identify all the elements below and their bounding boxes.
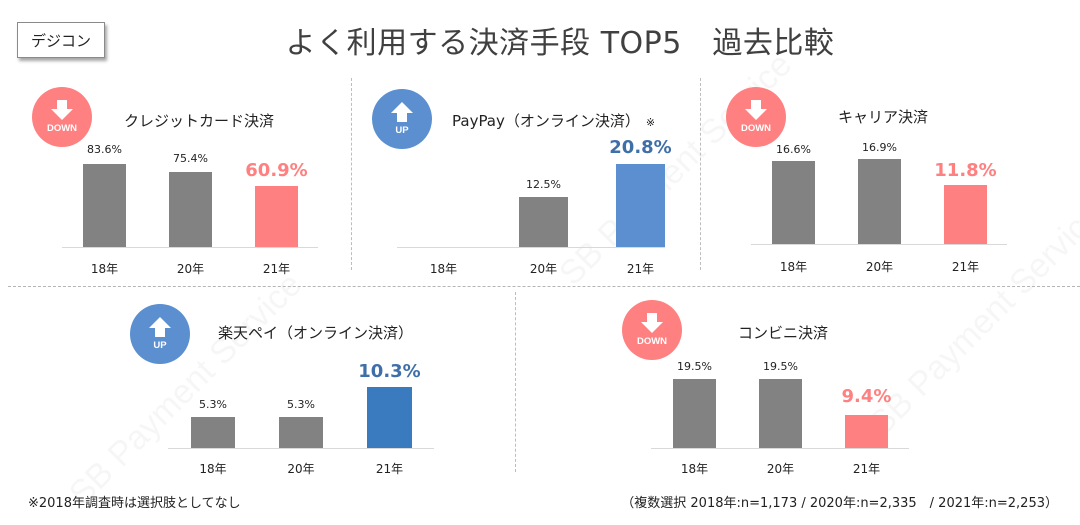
x-axis <box>168 448 434 449</box>
value-label-highlight: 9.4% <box>841 386 892 407</box>
bar-21 <box>944 185 987 244</box>
bar-20 <box>169 172 212 247</box>
value-label: 16.9% <box>862 141 897 154</box>
x-tick: 21年 <box>951 260 980 274</box>
chart-title: PayPay（オンライン決済） ※ <box>452 112 656 130</box>
chart-title: クレジットカード決済 <box>124 112 275 130</box>
value-label: 75.4% <box>173 152 208 165</box>
value-label: 83.6% <box>87 143 122 156</box>
x-tick: 18年 <box>429 262 458 276</box>
x-tick: 21年 <box>852 462 881 476</box>
value-label: 19.5% <box>677 360 712 373</box>
x-axis <box>651 448 909 449</box>
x-tick: 20年 <box>176 262 205 276</box>
divider-vertical <box>351 78 352 270</box>
x-tick: 20年 <box>865 260 894 274</box>
x-tick: 20年 <box>287 462 315 476</box>
up-badge: UP <box>372 89 432 149</box>
x-axis <box>397 247 665 248</box>
down-badge: DOWN <box>726 87 786 147</box>
x-axis <box>62 247 318 248</box>
value-label: 16.6% <box>776 143 811 156</box>
chart-title: 楽天ペイ（オンライン決済） <box>218 324 414 342</box>
bar-18 <box>191 417 235 448</box>
value-label: 5.3% <box>199 398 227 411</box>
up-badge: UP <box>130 304 190 364</box>
x-tick: 21年 <box>262 262 291 276</box>
chart-title: コンビニ決済 <box>738 324 829 342</box>
arrow-down-icon <box>641 313 663 333</box>
bar-21 <box>255 186 298 247</box>
value-label-highlight: 11.8% <box>934 160 997 181</box>
bar-20 <box>759 379 802 448</box>
x-tick: 18年 <box>779 260 808 274</box>
x-tick: 18年 <box>199 462 227 476</box>
divider-vertical <box>700 78 701 270</box>
bar-18 <box>83 164 126 247</box>
bar-21 <box>616 164 665 247</box>
bar-18 <box>772 161 815 244</box>
value-label-highlight: 10.3% <box>358 361 421 382</box>
x-tick: 21年 <box>375 462 404 476</box>
arrow-up-icon <box>391 102 413 122</box>
bar-20 <box>279 417 323 448</box>
arrow-down-icon <box>51 100 73 120</box>
footnote-2018: ※2018年調査時は選択肢としてなし <box>28 496 241 511</box>
arrow-down-icon <box>745 100 767 120</box>
x-tick: 20年 <box>529 262 558 276</box>
arrow-up-icon <box>149 317 171 337</box>
plot-area: 83.6% 75.4% 60.9% <box>62 140 318 248</box>
footnote-mark: ※ <box>645 116 656 129</box>
plot-area: 19.5% 19.5% 9.4% <box>651 356 909 449</box>
plot-area: 12.5% 20.8% <box>397 137 672 248</box>
chart-title: キャリア決済 <box>838 108 929 126</box>
x-tick: 18年 <box>680 462 709 476</box>
down-badge: DOWN <box>32 87 92 147</box>
bar-20 <box>519 197 568 247</box>
x-tick: 20年 <box>766 462 795 476</box>
x-tick: 18年 <box>90 262 119 276</box>
plot-area: 5.3% 5.3% 10.3% <box>168 360 434 449</box>
bar-21 <box>845 415 888 448</box>
x-tick: 21年 <box>626 262 655 276</box>
plot-area: 16.6% 16.9% 11.8% <box>751 140 1007 245</box>
bar-18 <box>673 379 716 448</box>
bar-20 <box>858 159 901 244</box>
divider-horizontal <box>8 286 1080 287</box>
page-title: よく利用する決済手段 TOP5 過去比較 <box>285 26 835 61</box>
down-badge: DOWN <box>622 300 682 360</box>
digicon-tag: デジコン <box>17 22 105 58</box>
x-axis <box>751 244 1007 245</box>
bar-21 <box>367 387 412 448</box>
value-label-highlight: 20.8% <box>609 137 672 158</box>
value-label-highlight: 60.9% <box>245 160 308 181</box>
value-label: 5.3% <box>287 398 315 411</box>
divider-vertical <box>515 292 516 472</box>
value-label: 12.5% <box>526 178 561 191</box>
value-label: 19.5% <box>763 360 798 373</box>
sample-size-note: （複数選択 2018年:n=1,173 / 2020年:n=2,335 / 20… <box>621 496 1058 511</box>
